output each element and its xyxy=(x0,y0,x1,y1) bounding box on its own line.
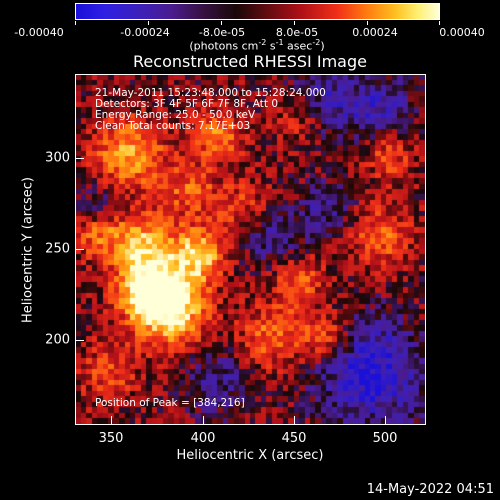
colorbar xyxy=(75,3,440,20)
colorbar-units: (photons cm-2 s-1 asec-2) xyxy=(189,38,325,53)
annotation-detectors: Detectors: 3F 4F 5F 6F 7F 8F, Att 0 xyxy=(95,98,279,110)
x-major-tick xyxy=(385,416,386,424)
x-major-tick xyxy=(111,416,112,424)
y-tick-label: 200 xyxy=(45,332,70,348)
y-tick-label: 300 xyxy=(45,150,70,166)
colorbar-tick-label: 8.0e-05 xyxy=(275,26,319,39)
y-major-tick xyxy=(76,158,84,159)
x-tick-label: 400 xyxy=(190,431,216,446)
y-axis-label: Heliocentric Y (arcsec) xyxy=(20,177,36,323)
colorbar-tick-label: -8.0e-05 xyxy=(198,26,246,39)
chart-title: Reconstructed RHESSI Image xyxy=(133,52,367,71)
annotation-energy-range: Energy Range: 25.0 - 50.0 keV xyxy=(95,109,256,121)
x-tick-label: 450 xyxy=(281,431,307,446)
x-major-tick xyxy=(294,416,295,424)
heatmap-plot xyxy=(75,74,426,425)
colorbar-tick-label: -0.00040 xyxy=(14,26,64,39)
colorbar-tick-label: 0.00024 xyxy=(352,26,398,39)
annotation-peak-position: Position of Peak = [384,216] xyxy=(95,397,245,409)
heatmap-image xyxy=(76,75,425,424)
timestamp: 14-May-2022 04:51 xyxy=(366,482,494,497)
colorbar-tick-label: -0.00024 xyxy=(120,26,170,39)
x-tick-label: 350 xyxy=(98,431,124,446)
annotation-time-range: 21-May-2011 15:23:48.000 to 15:28:24.000 xyxy=(95,87,326,99)
x-tick-label: 500 xyxy=(372,431,398,446)
colorbar-tick xyxy=(148,21,149,25)
colorbar-tick xyxy=(439,21,440,25)
y-tick-label: 250 xyxy=(45,241,70,257)
x-axis-label: Heliocentric X (arcsec) xyxy=(176,448,324,463)
colorbar-tick xyxy=(294,21,295,25)
colorbar-tick-label: 0.00040 xyxy=(439,26,485,39)
colorbar-tick xyxy=(367,21,368,25)
y-major-tick xyxy=(76,249,84,250)
x-major-tick xyxy=(203,416,204,424)
colorbar-tick xyxy=(75,21,76,25)
annotation-clean-counts: Clean Total counts: 7.17E+03 xyxy=(95,120,251,132)
colorbar-tick xyxy=(221,21,222,25)
y-major-tick xyxy=(76,340,84,341)
